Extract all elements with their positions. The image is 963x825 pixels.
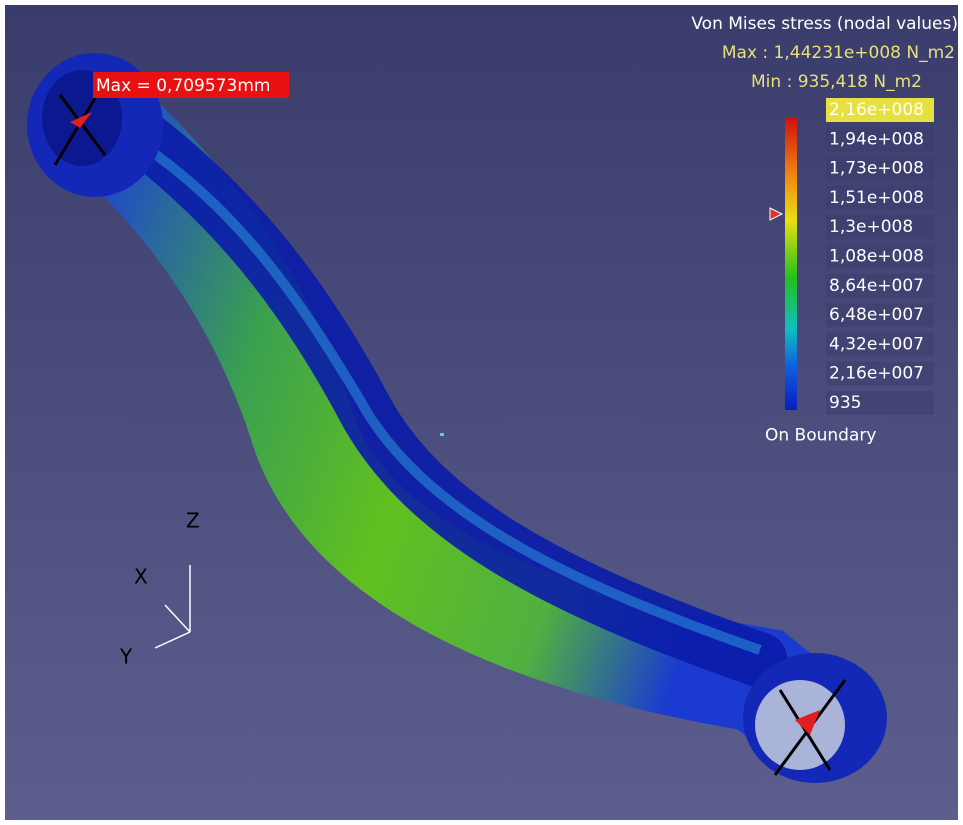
scale-label: 8,64e+007 [829, 276, 924, 296]
scale-label: 2,16e+007 [829, 364, 924, 384]
scale-label: 1,08e+008 [829, 247, 924, 267]
legend-min: Min : 935,418 N_m2 [751, 72, 922, 92]
legend-note: On Boundary [765, 425, 876, 445]
scale-label: 1,3e+008 [829, 217, 913, 237]
scale-label: 4,32e+007 [829, 334, 924, 354]
legend-max: Max : 1,44231e+008 N_m2 [722, 43, 955, 63]
legend-title: Von Mises stress (nodal values) [691, 14, 958, 34]
scale-label: 2,16e+008 [829, 100, 924, 120]
page: Max = 0,709573mm Z X Y Von Mises stress … [0, 0, 963, 825]
scale-label: 1,73e+008 [829, 159, 924, 179]
axis-label: Y [119, 645, 133, 669]
annotation: Max = 0,709573mm [96, 76, 270, 96]
axis-label: X [134, 565, 148, 589]
scale-label: 1,94e+008 [829, 129, 924, 149]
scale-label: 6,48e+007 [829, 305, 924, 325]
scale-label: 1,51e+008 [829, 188, 924, 208]
color-scale [785, 118, 797, 410]
point [440, 433, 444, 436]
scale-label: 935 [829, 393, 861, 413]
axis-label: Z [186, 509, 200, 533]
viewport: Max = 0,709573mm Z X Y Von Mises stress … [0, 0, 963, 825]
